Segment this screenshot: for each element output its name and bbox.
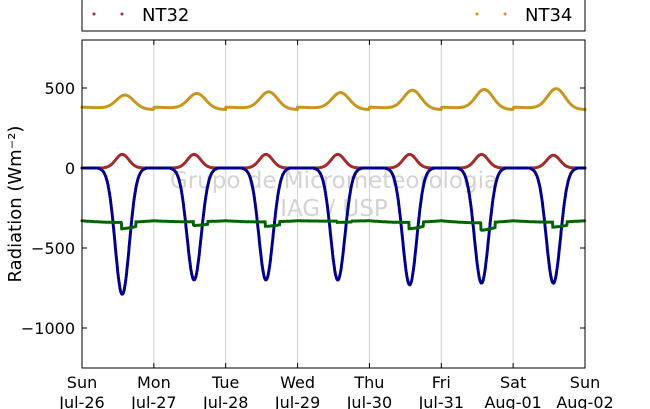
x-tick-label-date: Aug-01 — [484, 393, 541, 409]
x-tick-label-day: Thu — [353, 373, 384, 392]
legend-marker — [475, 12, 479, 16]
x-tick-label-date: Jul-30 — [346, 393, 392, 409]
x-tick-label-day: Sat — [500, 373, 526, 392]
legend-marker — [92, 12, 96, 16]
y-axis-label: Radiation (Wm⁻²) — [5, 126, 26, 283]
y-tick-label: 500 — [44, 79, 75, 98]
x-tick-label-day: Sun — [67, 373, 97, 392]
y-tick-label: 0 — [65, 159, 75, 178]
series-line — [80, 87, 587, 111]
x-tick-label-day: Sun — [570, 373, 600, 392]
legend-label: NT34 — [525, 5, 572, 26]
data-series — [80, 87, 587, 297]
series-line — [80, 219, 587, 232]
x-tick-label-day: Tue — [211, 373, 239, 392]
x-tick-label-day: Wed — [280, 373, 315, 392]
watermark-text: Grupo de Micrometeorologia — [170, 168, 498, 194]
x-tick-label-date: Jul-27 — [130, 393, 176, 409]
y-tick-label: −1000 — [21, 319, 75, 338]
plot-frame — [81, 39, 586, 369]
x-tick-label-date: Jul-29 — [274, 393, 320, 409]
axes: SunJul-26MonJul-27TueJul-28WedJul-29ThuJ… — [21, 40, 614, 409]
x-tick-label-date: Jul-26 — [58, 393, 104, 409]
legend: NT32 NT34 — [81, 0, 586, 32]
series-line — [80, 166, 587, 297]
legend-marker — [120, 12, 124, 16]
legend-box — [81, 0, 586, 32]
x-tick-label-day: Fri — [432, 373, 451, 392]
x-tick-label-day: Mon — [137, 373, 171, 392]
series-line — [80, 152, 587, 170]
legend-label: NT32 — [142, 5, 189, 26]
y-tick-label: −500 — [31, 239, 75, 258]
x-tick-label-date: Aug-02 — [556, 393, 613, 409]
watermark-text: IAG / USP — [280, 196, 388, 222]
legend-marker — [503, 12, 507, 16]
grid-lines — [153, 40, 514, 368]
x-tick-label-date: Jul-31 — [418, 393, 464, 409]
x-tick-label-date: Jul-28 — [202, 393, 248, 409]
